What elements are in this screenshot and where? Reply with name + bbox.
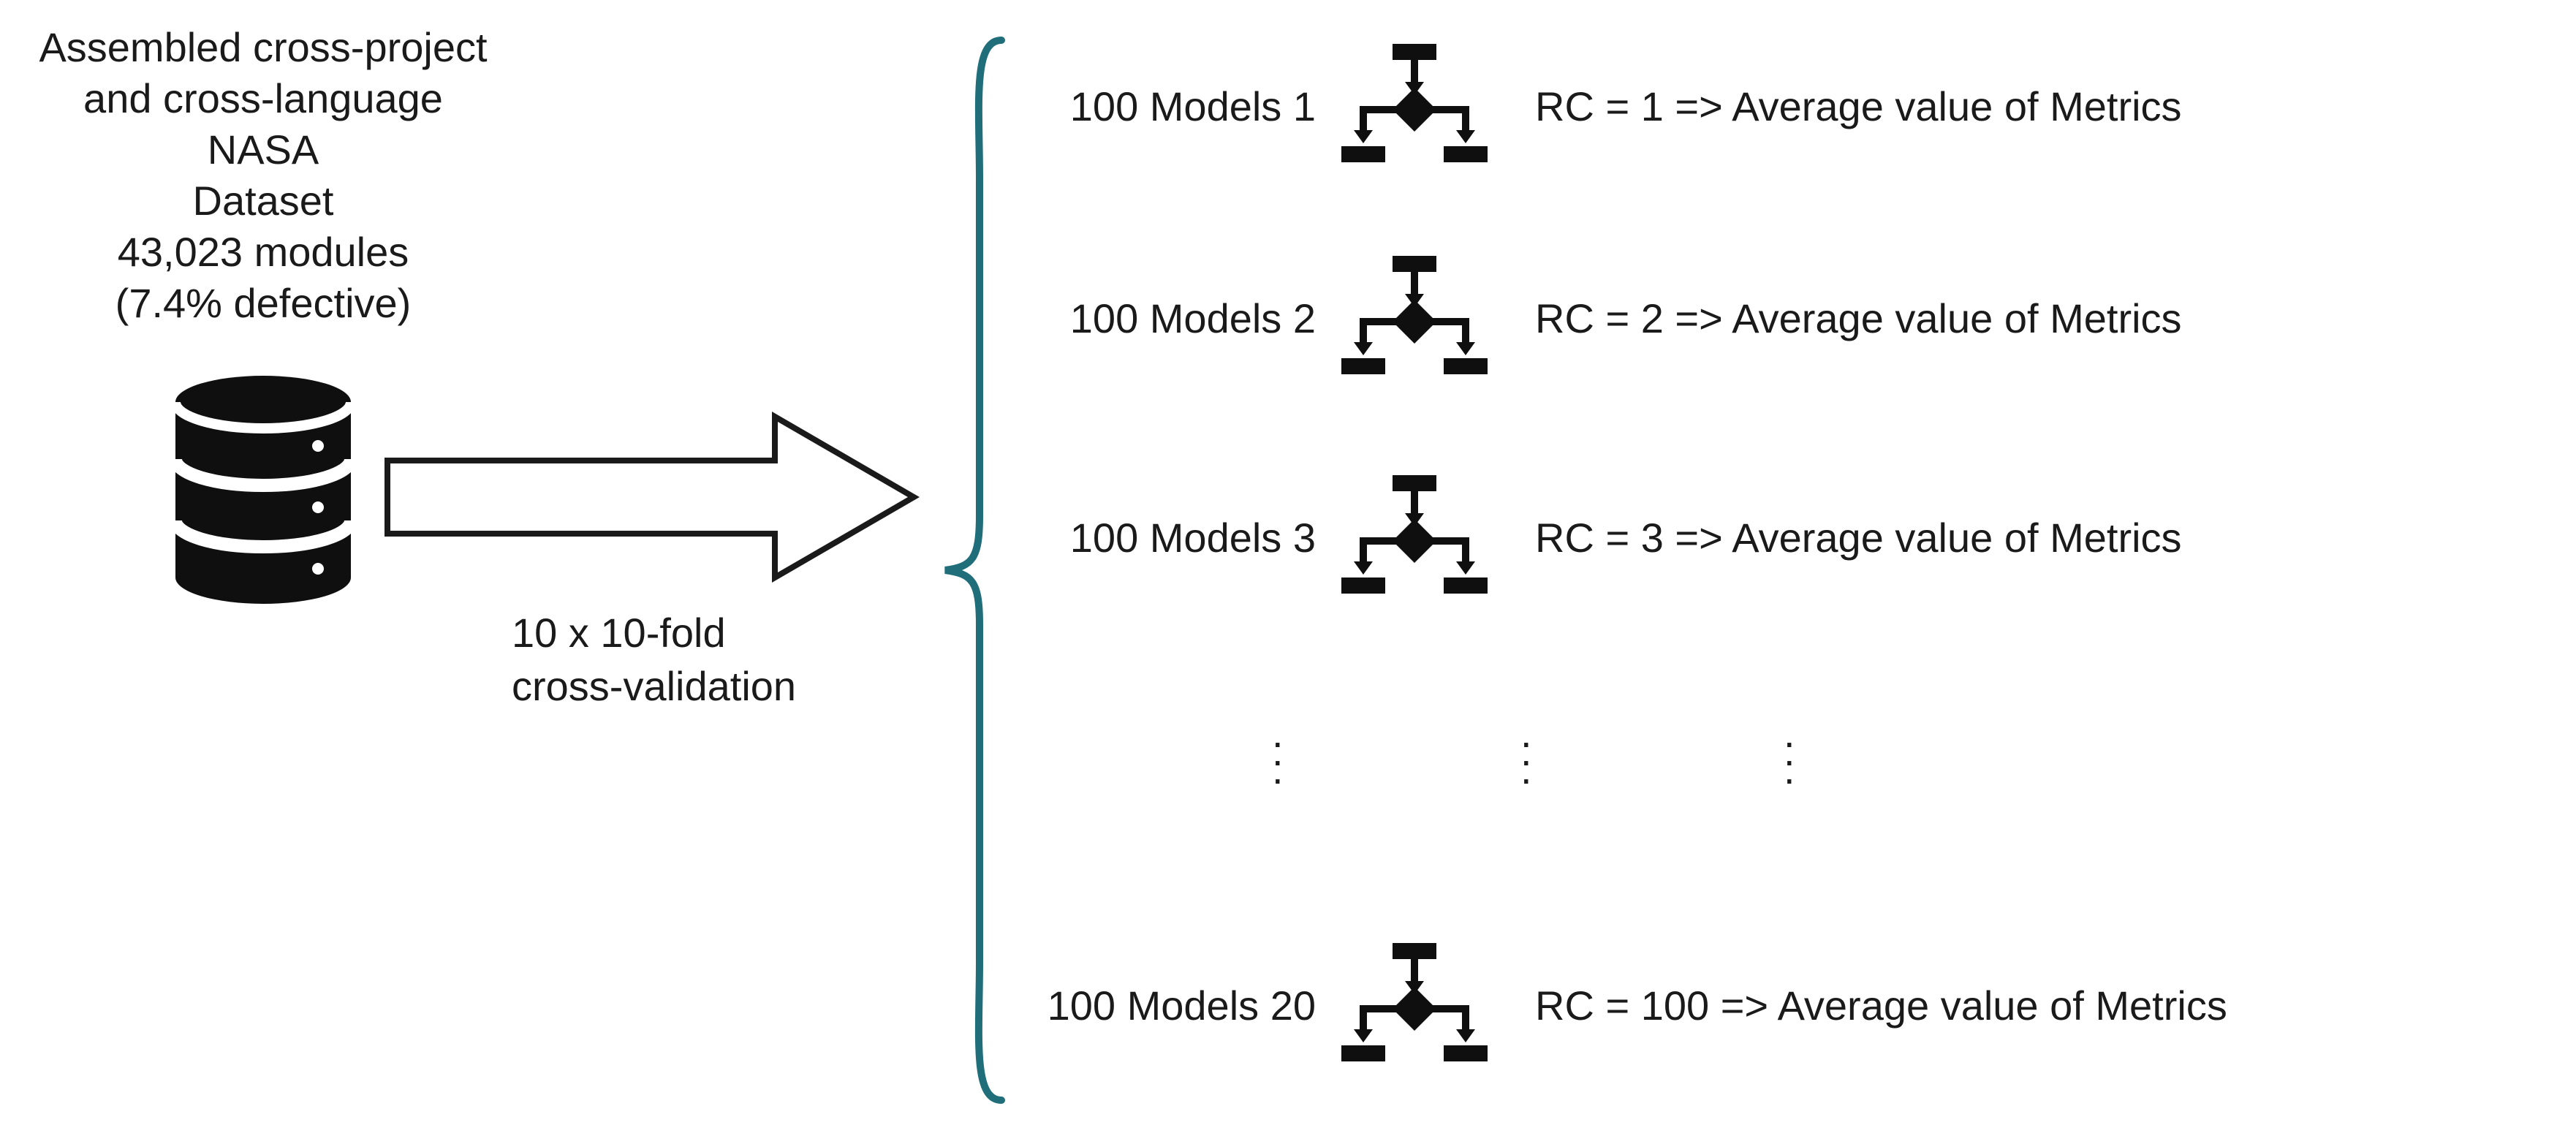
model-row: 100 Models 1 RC = 1 => Average value of …	[1038, 44, 2182, 168]
models-count-label: 100 Models 2	[1038, 295, 1316, 342]
cv-line: cross-validation	[512, 660, 796, 713]
models-count-label: 100 Models 3	[1038, 514, 1316, 561]
dataset-line: Assembled cross-project	[29, 22, 497, 73]
vertical-ellipsis-icon: ...	[1520, 724, 1532, 779]
rc-metric-label: RC = 100 => Average value of Metrics	[1535, 982, 2227, 1029]
diagram-canvas: Assembled cross-project and cross-langua…	[0, 0, 2576, 1136]
models-count-label: 100 Models 1	[1038, 83, 1316, 130]
dataset-description: Assembled cross-project and cross-langua…	[29, 22, 497, 329]
flow-arrow-icon	[380, 409, 921, 588]
cv-line: 10 x 10-fold	[512, 607, 796, 660]
decision-tree-icon	[1338, 44, 1491, 168]
dataset-line: (7.4% defective)	[29, 278, 497, 329]
decision-tree-icon	[1338, 256, 1491, 380]
dataset-line: 43,023 modules	[29, 227, 497, 278]
vertical-ellipsis-icon: ...	[1272, 724, 1284, 779]
curly-brace-icon	[939, 33, 1005, 1111]
models-count-label: 100 Models 20	[1038, 982, 1316, 1029]
rc-metric-label: RC = 3 => Average value of Metrics	[1535, 514, 2182, 561]
model-row: 100 Models 20 RC = 100 => Average value …	[1038, 943, 2227, 1067]
rc-metric-label: RC = 2 => Average value of Metrics	[1535, 295, 2182, 342]
dataset-line: and cross-language NASA	[29, 73, 497, 175]
decision-tree-icon	[1338, 943, 1491, 1067]
rc-metric-label: RC = 1 => Average value of Metrics	[1535, 83, 2182, 130]
model-row: 100 Models 3 RC = 3 => Average value of …	[1038, 475, 2182, 599]
database-icon	[168, 358, 358, 610]
vertical-ellipsis-icon: ...	[1784, 724, 1795, 779]
cross-validation-label: 10 x 10-fold cross-validation	[512, 607, 796, 713]
dataset-line: Dataset	[29, 175, 497, 227]
model-row: 100 Models 2 RC = 2 => Average value of …	[1038, 256, 2182, 380]
decision-tree-icon	[1338, 475, 1491, 599]
